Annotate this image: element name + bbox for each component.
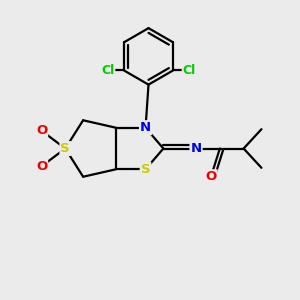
Text: O: O [36,124,47,137]
Text: S: S [61,142,70,155]
Text: O: O [205,170,217,183]
Text: N: N [140,121,151,134]
Text: N: N [190,142,202,155]
Text: S: S [141,163,150,176]
Text: Cl: Cl [101,64,114,77]
Text: Cl: Cl [183,64,196,77]
Text: O: O [36,160,47,173]
